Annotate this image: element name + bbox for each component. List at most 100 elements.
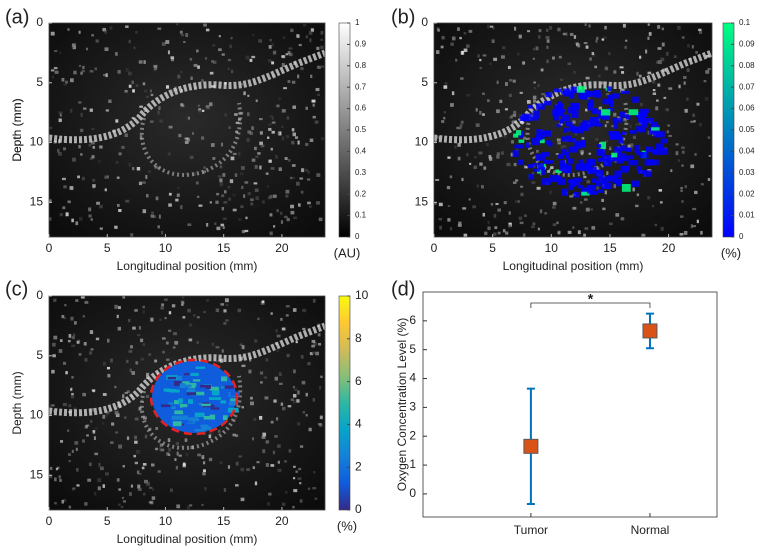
- speckle: [189, 57, 193, 61]
- speckle: [61, 499, 64, 504]
- speckle: [164, 316, 167, 320]
- speckle: [259, 118, 263, 121]
- tissue-boundary: [48, 49, 327, 144]
- speckle: [118, 444, 123, 449]
- speckle: [67, 339, 71, 343]
- speckle: [468, 29, 473, 33]
- overlay-blob: [180, 384, 192, 388]
- speckle: [114, 431, 119, 434]
- speckle: [70, 387, 73, 391]
- speckle: [57, 148, 60, 153]
- overlay-blob: [182, 368, 188, 374]
- overlay-blob: [600, 141, 607, 149]
- speckle: [193, 314, 196, 317]
- overlay-blob: [603, 159, 611, 167]
- x-tick-label: Tumor: [514, 523, 548, 537]
- speckle: [203, 23, 207, 27]
- overlay-blob: [221, 385, 234, 389]
- speckle: [265, 463, 269, 467]
- overlay-blob: [576, 86, 585, 93]
- speckle: [180, 300, 185, 303]
- speckle: [310, 28, 314, 32]
- overlay-blob: [600, 109, 611, 116]
- speckle: [700, 230, 703, 235]
- overlay-blob: [229, 400, 239, 406]
- speckle: [196, 195, 200, 198]
- speckle: [80, 153, 83, 156]
- overlay-blob: [547, 142, 553, 147]
- speckle: [703, 80, 707, 83]
- speckle: [148, 501, 152, 504]
- colorbar-tick-label: 2: [355, 459, 362, 473]
- speckle: [461, 50, 464, 55]
- speckle: [533, 47, 536, 51]
- speckle: [270, 167, 275, 170]
- speckle: [552, 206, 556, 209]
- speckle: [104, 47, 109, 51]
- speckle: [67, 200, 71, 204]
- panel-label: (d): [391, 278, 415, 300]
- speckle: [305, 414, 308, 417]
- speckle: [62, 206, 66, 210]
- overlay-blob: [188, 399, 194, 404]
- speckle: [267, 136, 270, 139]
- overlay-blob: [589, 117, 599, 121]
- overlay-blob: [581, 191, 590, 196]
- speckle: [89, 108, 93, 112]
- speckle: [459, 123, 463, 128]
- speckle: [105, 472, 109, 476]
- speckle: [157, 110, 160, 115]
- speckle: [219, 165, 223, 169]
- speckle: [65, 371, 68, 375]
- speckle: [487, 226, 491, 231]
- y-tick-label: 3: [409, 400, 416, 414]
- speckle: [62, 499, 67, 502]
- speckle: [146, 194, 149, 198]
- speckle: [673, 55, 677, 59]
- speckle: [155, 447, 159, 451]
- overlay-blob: [637, 169, 647, 174]
- mean-marker: [523, 438, 539, 454]
- speckle: [564, 145, 567, 148]
- speckle: [114, 410, 119, 415]
- speckle: [556, 138, 561, 142]
- speckle: [657, 60, 662, 65]
- speckle: [269, 194, 273, 199]
- speckle: [131, 116, 135, 120]
- speckle: [152, 488, 155, 491]
- speckle: [208, 432, 213, 436]
- x-tick-label: 0: [46, 514, 53, 528]
- speckle: [499, 99, 503, 104]
- overlay-blob: [196, 407, 207, 412]
- speckle: [532, 57, 535, 60]
- speckle: [212, 44, 216, 47]
- colorbar-label: (%): [337, 518, 357, 533]
- speckle: [537, 84, 540, 88]
- speckle: [575, 42, 579, 45]
- speckle: [276, 349, 279, 353]
- x-axis-label: Longitudinal position (mm): [503, 259, 644, 273]
- overlay-blob: [208, 397, 221, 400]
- speckle: [690, 164, 695, 169]
- overlay-blob: [608, 157, 617, 162]
- speckle: [208, 434, 212, 439]
- overlay-blob: [561, 136, 567, 142]
- speckle: [588, 24, 591, 28]
- overlay-blob: [230, 398, 238, 401]
- speckle: [299, 499, 303, 503]
- overlay-blob: [179, 403, 188, 408]
- speckle: [111, 422, 115, 426]
- speckle: [82, 392, 86, 397]
- speckle: [283, 215, 288, 219]
- overlay-blob: [631, 180, 640, 187]
- speckle: [599, 142, 602, 146]
- speckle: [137, 488, 142, 491]
- speckle: [91, 127, 95, 131]
- y-axis-label: Depth (mm): [10, 98, 24, 161]
- speckle: [595, 39, 598, 43]
- overlay-blob: [565, 135, 571, 142]
- speckle: [584, 227, 589, 230]
- speckle: [508, 93, 512, 97]
- speckle: [150, 93, 154, 97]
- speckle: [434, 201, 437, 205]
